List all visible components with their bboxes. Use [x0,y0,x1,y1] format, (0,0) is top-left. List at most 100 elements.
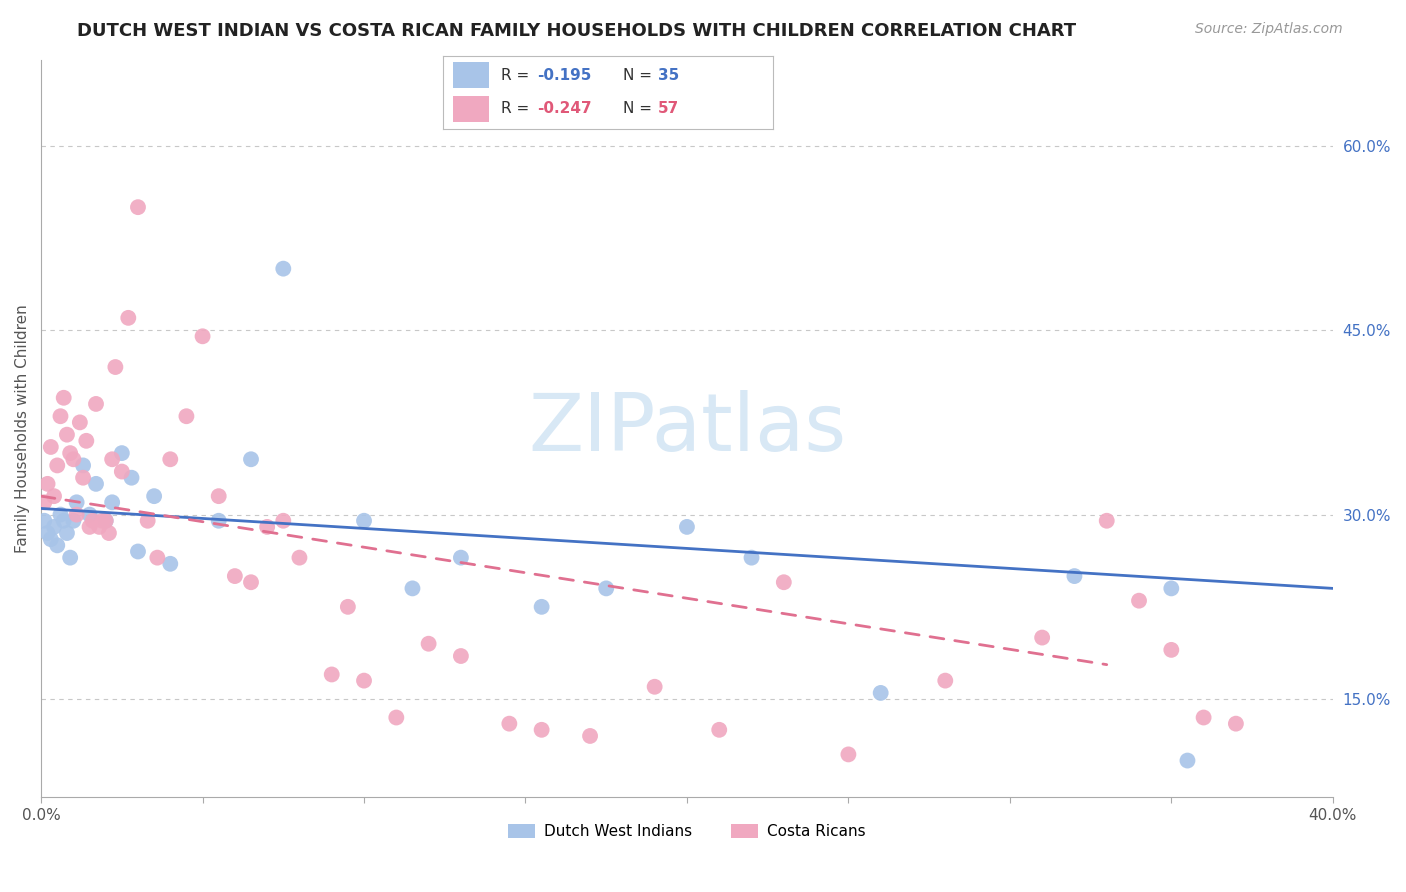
Point [159,557,181,571]
Point [75,434,97,448]
Point [62,452,84,467]
Point [146,550,169,565]
Point [59,446,82,460]
Text: 35: 35 [658,68,679,83]
Text: -0.247: -0.247 [537,102,592,116]
Point [46,538,69,552]
Point [69,416,91,430]
Point [49,409,72,424]
Point [401,582,423,596]
Point [94,514,117,528]
Point [66,495,89,509]
Point [1160,582,1182,596]
Point [709,723,731,737]
Point [579,729,602,743]
Point [79,508,101,522]
Point [741,550,763,565]
Point [52,514,75,528]
Point [62,514,84,528]
Point [176,409,198,424]
Point [869,686,891,700]
Text: N =: N = [623,102,657,116]
Text: R =: R = [501,102,534,116]
Point [117,310,139,325]
Point [353,673,375,688]
Point [498,716,520,731]
Point [37,476,59,491]
Point [224,569,246,583]
Point [34,514,56,528]
Point [143,489,166,503]
Point [111,465,134,479]
Point [530,599,553,614]
Point [772,575,794,590]
Point [121,471,143,485]
Point [450,550,472,565]
Point [208,514,231,528]
Text: ZIPatlas: ZIPatlas [527,390,846,467]
Point [256,520,278,534]
Point [34,495,56,509]
Text: Source: ZipAtlas.com: Source: ZipAtlas.com [1195,22,1343,37]
Point [208,489,231,503]
Point [42,489,65,503]
Point [240,452,263,467]
Point [1095,514,1118,528]
Point [42,520,65,534]
Y-axis label: Family Households with Children: Family Households with Children [15,304,30,553]
Point [127,200,149,214]
Point [450,648,472,663]
Point [56,526,79,541]
Point [37,526,59,541]
Point [84,476,107,491]
Point [82,514,104,528]
Point [49,508,72,522]
Point [94,514,117,528]
Point [1192,710,1215,724]
Point [111,446,134,460]
Point [104,359,127,374]
Point [89,520,111,534]
Point [353,514,375,528]
Text: -0.195: -0.195 [537,68,592,83]
Point [934,673,956,688]
Point [321,667,343,681]
Text: 57: 57 [658,102,679,116]
Point [644,680,666,694]
Point [46,458,69,473]
Point [1225,716,1247,731]
Point [530,723,553,737]
Point [159,452,181,467]
Point [52,391,75,405]
Point [191,329,214,343]
Point [72,458,94,473]
Point [336,599,359,614]
Bar [453,95,489,122]
Text: R =: R = [501,68,534,83]
Point [288,550,311,565]
Point [1177,754,1199,768]
Point [595,582,617,596]
Point [66,508,89,522]
Point [385,710,408,724]
Point [271,261,294,276]
Point [1063,569,1085,583]
Point [56,427,79,442]
Point [127,544,149,558]
Point [1031,631,1053,645]
Text: N =: N = [623,68,657,83]
Point [84,397,107,411]
Point [59,550,82,565]
Point [79,520,101,534]
Point [101,452,124,467]
Point [1160,643,1182,657]
Point [72,471,94,485]
Text: DUTCH WEST INDIAN VS COSTA RICAN FAMILY HOUSEHOLDS WITH CHILDREN CORRELATION CHA: DUTCH WEST INDIAN VS COSTA RICAN FAMILY … [77,22,1077,40]
Point [97,526,120,541]
Point [271,514,294,528]
Point [101,495,124,509]
Point [240,575,263,590]
Point [418,637,440,651]
Point [39,440,62,454]
Point [136,514,159,528]
